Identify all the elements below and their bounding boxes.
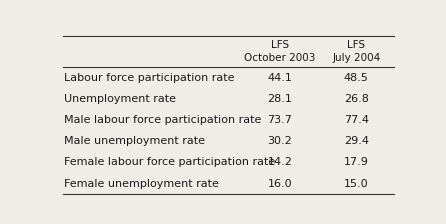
Text: 15.0: 15.0 xyxy=(344,179,369,189)
Text: Unemployment rate: Unemployment rate xyxy=(64,94,176,104)
Text: LFS
July 2004: LFS July 2004 xyxy=(332,40,380,63)
Text: 73.7: 73.7 xyxy=(268,115,293,125)
Text: 16.0: 16.0 xyxy=(268,179,292,189)
Text: 77.4: 77.4 xyxy=(344,115,369,125)
Text: 48.5: 48.5 xyxy=(344,73,369,83)
Text: Male unemployment rate: Male unemployment rate xyxy=(64,136,205,146)
Text: 30.2: 30.2 xyxy=(268,136,293,146)
Text: Male labour force participation rate: Male labour force participation rate xyxy=(64,115,262,125)
Text: Female unemployment rate: Female unemployment rate xyxy=(64,179,219,189)
Text: 17.9: 17.9 xyxy=(344,157,369,168)
Text: 28.1: 28.1 xyxy=(268,94,293,104)
Text: Female labour force participation rate: Female labour force participation rate xyxy=(64,157,276,168)
Text: LFS
October 2003: LFS October 2003 xyxy=(244,40,316,63)
Text: Labour force participation rate: Labour force participation rate xyxy=(64,73,235,83)
Text: 44.1: 44.1 xyxy=(268,73,293,83)
Text: 14.2: 14.2 xyxy=(268,157,293,168)
Text: 29.4: 29.4 xyxy=(344,136,369,146)
Text: 26.8: 26.8 xyxy=(344,94,369,104)
